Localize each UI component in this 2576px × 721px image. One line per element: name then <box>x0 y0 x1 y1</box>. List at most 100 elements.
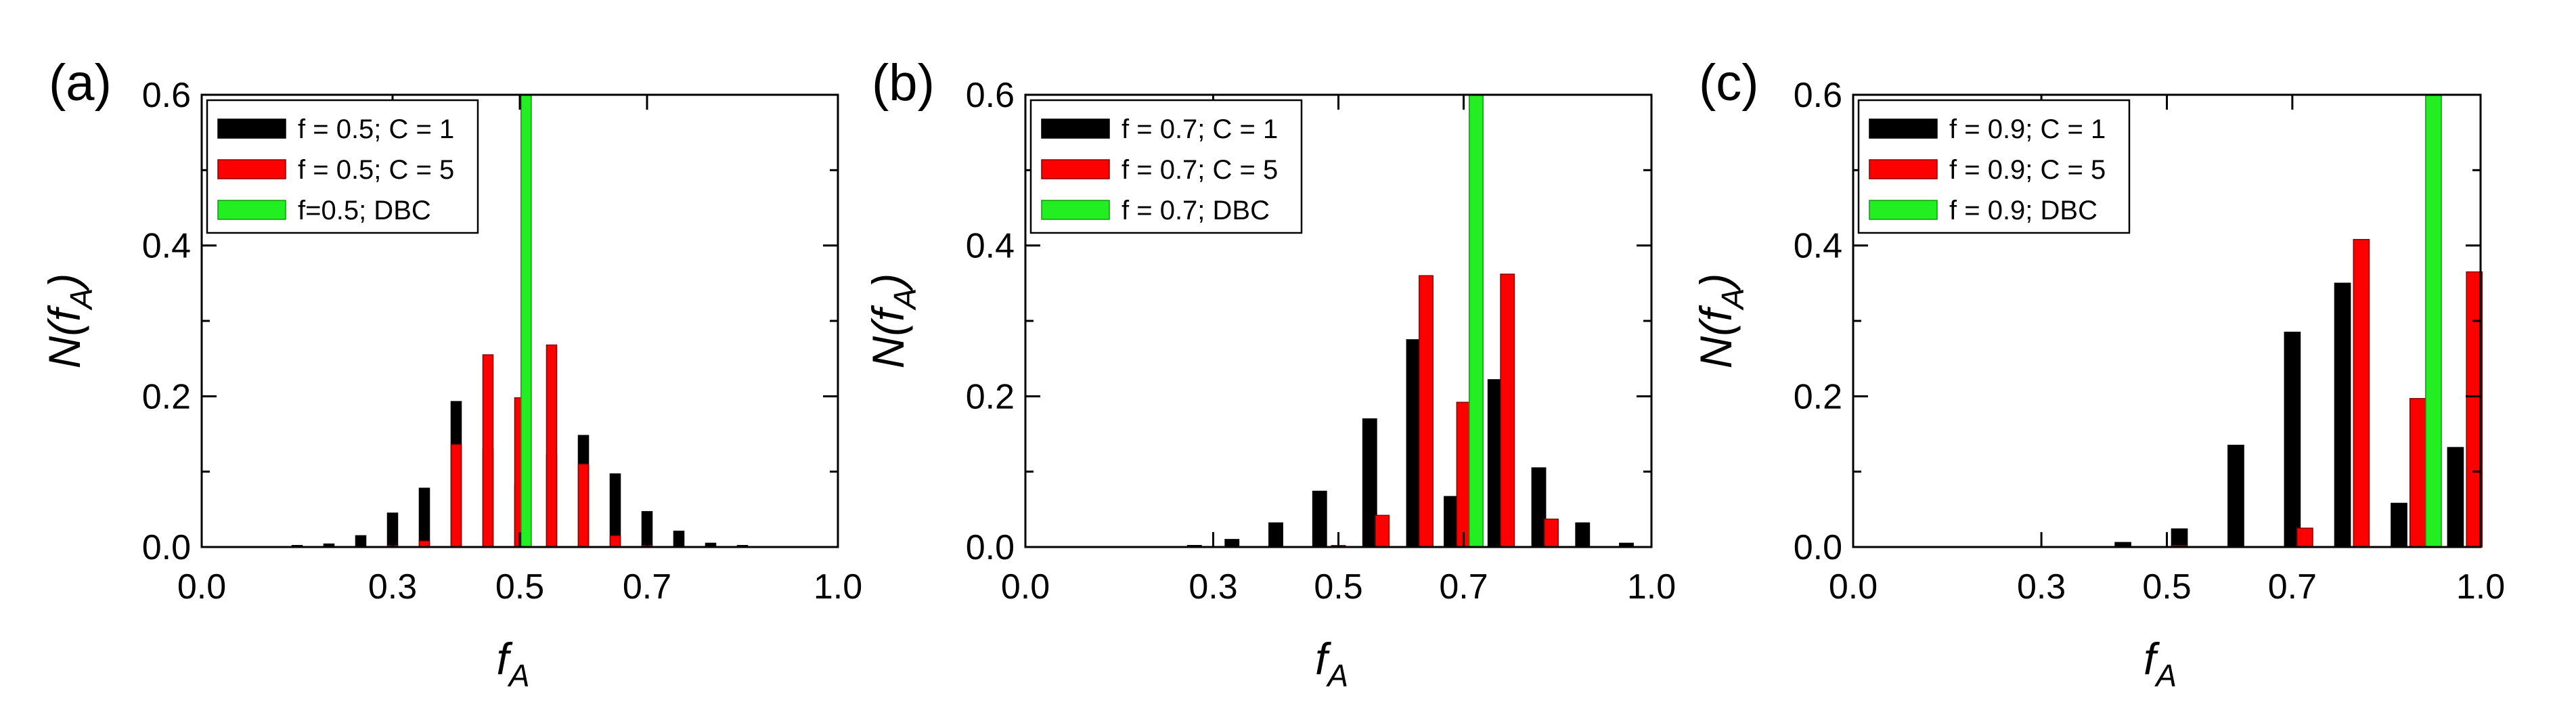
chart-panel-2: (c) 0.0 0.2 0.4 0.6 0.0 0.3 0.5 0.7 1.0 fA N(fA) f =… <box>1691 54 2505 693</box>
chart-panel-0: (a) 0.0 0.2 0.4 0.6 0.0 0.3 0.5 0.7 1.0 fA N(fA) f =… <box>39 54 862 693</box>
bar-series-1 <box>1456 401 1471 548</box>
bar-series-0 <box>1444 496 1459 548</box>
bar-series-2 <box>2425 94 2442 548</box>
x-axis-label-subscript: A <box>2154 658 2177 693</box>
bar-series-0 <box>1268 522 1283 548</box>
y-axis-label-prefix: N(f <box>863 305 913 369</box>
bar-series-1 <box>1419 275 1434 548</box>
legend-entry-label: f = 0.5; C = 1 <box>298 114 454 144</box>
legend-entry-label: f = 0.7; C = 5 <box>1122 155 1278 185</box>
bar-series-0 <box>2227 444 2244 548</box>
x-tick-label: 1.0 <box>2456 567 2505 607</box>
legend: f = 0.5; C = 1 f = 0.5; C = 5 f=0.5; DBC <box>206 99 479 234</box>
bar-series-0 <box>1575 522 1591 548</box>
x-tick-label: 1.0 <box>814 567 862 607</box>
legend-swatch <box>217 159 286 179</box>
legend: f = 0.7; C = 1 f = 0.7; C = 5 f = 0.7; DBC <box>1029 99 1303 234</box>
bar-series-0 <box>2284 331 2301 548</box>
y-tick-label: 0.0 <box>142 528 191 567</box>
bars <box>291 94 749 548</box>
y-axis-label-subscript: A <box>1715 288 1750 311</box>
bar-series-1 <box>609 535 621 548</box>
bar-series-1 <box>2296 527 2313 548</box>
bar-series-0 <box>2171 528 2188 548</box>
bar-series-0 <box>1362 418 1377 548</box>
bar-series-2 <box>520 94 532 548</box>
x-tick-label: 0.5 <box>2142 567 2191 607</box>
bar-series-1 <box>1500 274 1515 548</box>
x-axis-label: fA <box>2144 634 2177 693</box>
x-tick-label: 0.5 <box>495 567 544 607</box>
legend-entry-label: f = 0.5; C = 5 <box>298 155 454 185</box>
x-tick-label: 0.3 <box>2017 567 2066 607</box>
y-axis-label: N(fA) <box>39 274 99 369</box>
legend-entry-label: f = 0.9; C = 5 <box>1949 155 2106 185</box>
panels: (a) 0.0 0.2 0.4 0.6 0.0 0.3 0.5 0.7 1.0 fA N(fA) f =… <box>39 54 2505 693</box>
bar-series-0 <box>1224 539 1240 548</box>
x-axis-label: fA <box>496 634 529 693</box>
chart-panel-1: (b) 0.0 0.2 0.4 0.6 0.0 0.3 0.5 0.7 1.0 fA N(fA) f =… <box>863 54 1676 693</box>
legend: f = 0.9; C = 1 f = 0.9; C = 5 f = 0.9; DBC <box>1857 99 2131 234</box>
legend-swatch <box>217 200 286 220</box>
legend-swatch <box>1041 200 1110 220</box>
x-axis-label: fA <box>1315 634 1348 693</box>
bar-series-0 <box>1406 339 1421 548</box>
legend-swatch <box>1869 118 1938 139</box>
y-axis-label-subscript: A <box>64 288 99 311</box>
legend-entry-label: f = 0.7; C = 1 <box>1122 114 1278 144</box>
panel-label: (b) <box>872 54 935 112</box>
ticks <box>200 93 839 548</box>
x-tick-label: 0.7 <box>2268 567 2317 607</box>
y-axis-label-subscript: A <box>887 288 923 311</box>
y-tick-label: 0.2 <box>142 377 191 416</box>
bar-series-1 <box>1375 515 1390 548</box>
x-axis-label-subscript: A <box>1325 658 1348 693</box>
y-tick-label: 0.6 <box>966 76 1015 115</box>
y-tick-label: 0.2 <box>966 377 1015 416</box>
legend-entry-label: f=0.5; DBC <box>298 196 431 225</box>
legend-swatch <box>1869 159 1938 179</box>
bar-series-0 <box>1312 490 1327 548</box>
bar-series-0 <box>2447 447 2464 548</box>
x-tick-label: 0.7 <box>623 567 671 607</box>
legend-entry-label: f = 0.9; C = 1 <box>1949 114 2106 144</box>
x-tick-label: 0.7 <box>1439 567 1488 607</box>
panel-label: (a) <box>49 54 112 112</box>
bar-series-2 <box>1469 94 1484 548</box>
bar-series-1 <box>450 443 462 548</box>
bar-series-1 <box>2409 397 2426 548</box>
y-tick-label: 0.6 <box>1794 76 1842 115</box>
bar-series-1 <box>482 354 494 548</box>
y-tick-label: 0.4 <box>966 227 1015 266</box>
x-tick-label: 1.0 <box>1627 567 1676 607</box>
x-tick-label: 0.0 <box>177 567 226 607</box>
bars <box>2114 94 2483 548</box>
x-tick-label: 0.3 <box>1189 567 1237 607</box>
y-tick-label: 0.4 <box>142 227 191 266</box>
panel-label: (c) <box>1699 54 1759 112</box>
bar-series-0 <box>2334 282 2351 548</box>
y-axis-label: N(fA) <box>863 274 923 369</box>
y-tick-label: 0.6 <box>142 76 191 115</box>
bar-series-1 <box>546 344 558 548</box>
legend-swatch <box>1869 200 1938 220</box>
y-axis-label: N(fA) <box>1691 274 1750 369</box>
bar-series-0 <box>355 535 367 548</box>
x-axis-label-subscript: A <box>507 658 530 693</box>
ticks <box>1852 93 2482 548</box>
x-tick-label: 0.3 <box>368 567 417 607</box>
bar-series-0 <box>2391 502 2407 548</box>
legend-entry-label: f = 0.9; DBC <box>1949 196 2097 225</box>
y-tick-label: 0.2 <box>1794 377 1842 416</box>
bar-series-0 <box>418 487 430 548</box>
legend-swatch <box>1041 159 1110 179</box>
x-tick-label: 0.0 <box>1001 567 1050 607</box>
legend-swatch <box>217 118 286 139</box>
bar-series-1 <box>577 463 590 548</box>
x-tick-label: 0.5 <box>1314 567 1362 607</box>
y-axis-label-prefix: N(f <box>39 305 89 369</box>
bar-series-1 <box>1544 519 1559 548</box>
legend-entry-label: f = 0.7; DBC <box>1122 196 1270 225</box>
bar-series-0 <box>1487 379 1503 548</box>
